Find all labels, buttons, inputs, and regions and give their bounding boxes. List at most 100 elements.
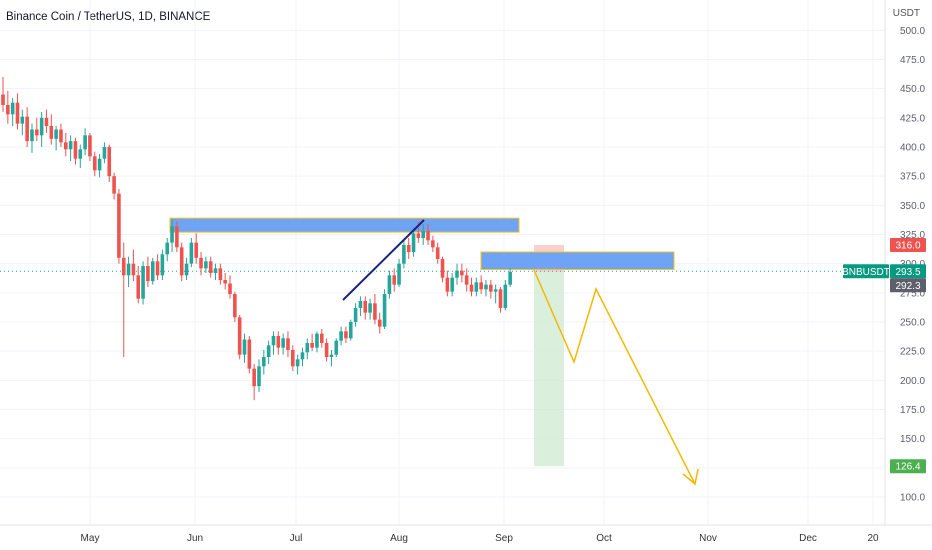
candle-body [92,156,97,171]
candle-body [218,268,223,280]
x-tick-label: 20 [867,533,879,544]
candle-body [402,245,406,264]
candle-body [223,280,227,284]
candle-body [315,333,319,348]
last-price-badge-bg [890,264,926,279]
candle-body [271,336,276,346]
candle-body [112,176,116,194]
candle-body [204,261,208,269]
candle-body [479,282,483,290]
candle-body [348,322,353,339]
y-tick-label: 475.0 [900,55,925,66]
candle-body [262,357,266,367]
y-tick-label: 200.0 [900,376,925,387]
candle-body [199,257,203,269]
resistance-zone [169,217,520,233]
candle-body [257,366,261,387]
symbol-badge: BNBUSDT [842,267,890,278]
candle-body [102,147,107,159]
candle-body [59,129,63,143]
candle-body [450,277,454,292]
candle-body [97,158,102,171]
candle-body [170,226,174,243]
candle-body [155,261,160,276]
x-tick-label: May [81,533,100,544]
candle-body [358,301,363,308]
entry-price-badge: 292.3 [895,281,920,292]
y-tick-label: 375.0 [900,172,925,183]
x-tick-label: Sep [495,533,513,544]
candle-body [78,149,83,159]
candle-body [136,275,141,299]
candle-body [435,247,440,259]
candle-body [503,284,508,308]
candle-body [121,257,126,276]
candle-body [508,271,512,285]
last-price-badge: 293.5 [895,267,920,278]
y-tick-label: 150.0 [900,434,925,445]
target-price-badge: 126.4 [895,462,920,473]
candle-body [339,331,343,341]
candle-body [20,116,25,124]
stop-price-badge: 316.0 [895,241,920,252]
candle-body [411,233,416,252]
candle-body [489,284,493,292]
candle-body [305,343,310,353]
candle-body [10,102,15,115]
x-tick-label: Nov [699,533,717,544]
y-tick-label: 100.0 [900,493,925,504]
candle-body [146,266,150,282]
candle-body [373,303,377,320]
x-tick-label: Oct [596,533,612,544]
candle-body [363,301,368,313]
candle-body [252,368,256,387]
candle-body [310,343,314,348]
candle-body [208,261,213,273]
candle-body [15,102,20,124]
candle-body [184,263,189,276]
candle-body [406,245,411,252]
candle-body [165,242,170,255]
candle-body [247,339,252,369]
candle-body [387,275,392,294]
candle-body [49,126,54,139]
currency-label: USDT [892,8,920,19]
candle-body [397,263,401,285]
candle-body [131,263,136,276]
candle-body [228,283,232,294]
candle-body [83,135,87,150]
candle-body [324,343,329,357]
candle-body [291,350,295,367]
candle-body [319,333,324,343]
candle-body [440,259,445,278]
candle-body [445,277,450,292]
candle-body [68,141,73,150]
candle-body [498,289,503,308]
candle-body [276,336,281,348]
candle-body [160,254,165,276]
candle-body [126,263,131,276]
y-tick-label: 450.0 [900,84,925,95]
candle-body [368,303,372,313]
candle-body [88,135,92,157]
candle-body [1,94,5,105]
candle-body [344,331,348,339]
x-tick-label: Jul [290,533,303,544]
projection-path [533,269,696,485]
stop-price-badge-bg [890,238,926,252]
candle-body [300,352,305,360]
candle-body [455,270,459,278]
y-tick-label: 425.0 [900,113,925,124]
candle-body [469,284,474,292]
y-tick-label: 225.0 [900,347,925,358]
candle-body [73,141,78,159]
candle-body [353,308,358,322]
candle-body [281,338,285,348]
candle-body [107,147,112,177]
symbol-badge-bg [843,264,889,279]
candle-body [189,242,194,264]
candle-body [213,268,218,273]
candle-body [63,142,68,150]
y-tick-label: 500.0 [900,26,925,37]
